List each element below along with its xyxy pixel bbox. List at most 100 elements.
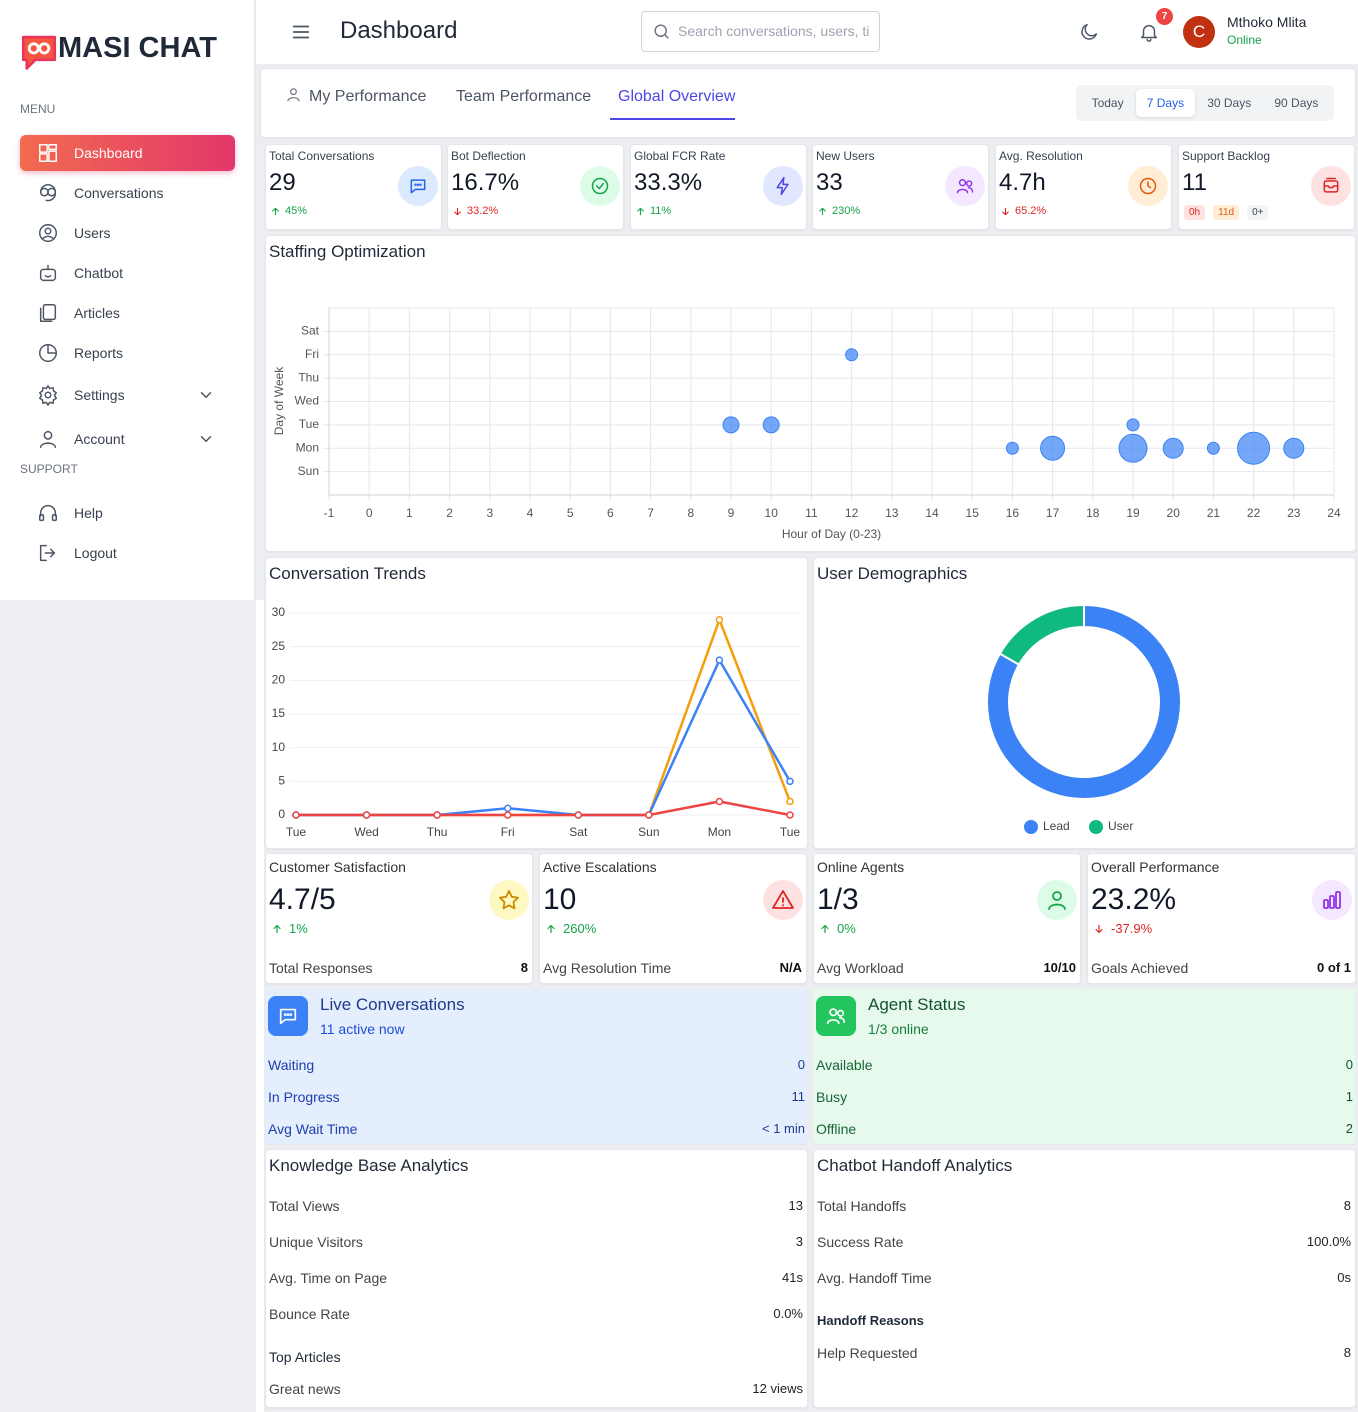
metric-footer-value: 0 of 1 [1317, 960, 1351, 975]
icon-shape [44, 391, 52, 399]
range-button[interactable]: 30 Days [1207, 96, 1252, 110]
brand-name: MASI CHAT [58, 32, 217, 64]
stat-label: Bounce Rate [269, 1306, 350, 1322]
menu-item[interactable]: Logout [20, 535, 235, 571]
range-button[interactable]: Today [1091, 96, 1124, 110]
panel-row-label: Available [816, 1057, 873, 1073]
kpi-change-value: 230% [832, 205, 861, 217]
metric-value: 23.2% [1091, 883, 1177, 916]
panel-row-value: 2 [1345, 1121, 1353, 1136]
icon-shape [1146, 38, 1152, 42]
icon-shape [410, 179, 426, 194]
icon-shape [48, 150, 57, 162]
icon [39, 344, 57, 362]
menu-item[interactable]: Reports [20, 335, 235, 371]
menu-item[interactable]: Dashboard [20, 135, 235, 171]
backlog-chip: 0+ [1247, 205, 1269, 220]
icon-shape [1139, 177, 1157, 195]
trends-card [265, 557, 808, 849]
icon [200, 392, 212, 398]
user-name: Mthoko Mlita [1227, 14, 1307, 30]
icon [200, 436, 212, 442]
kpi-change-value: 33.2% [467, 205, 499, 217]
menu-item-label: Dashboard [74, 145, 143, 161]
metric-change-value: 1% [289, 921, 308, 936]
range-button[interactable]: 7 Days [1135, 89, 1196, 117]
menu-item-label: Settings [74, 387, 125, 403]
icon-shape [595, 182, 605, 190]
kpi-change: 45% [270, 205, 307, 217]
icon [410, 179, 426, 194]
stat-value: 13 [788, 1198, 803, 1213]
icon-shape [43, 430, 53, 440]
chart-title: Conversation Trends [269, 564, 426, 583]
menu-item[interactable]: Conversations [20, 175, 235, 211]
icon-shape [454, 207, 461, 215]
menu-item[interactable]: Help [20, 495, 235, 531]
icon [499, 890, 519, 910]
panel-row-label: Busy [816, 1089, 848, 1105]
panel-row-value: 0 [797, 1057, 805, 1072]
icon-shape [1323, 177, 1339, 189]
icon [279, 1008, 297, 1025]
backlog-chip: 0h [1184, 205, 1206, 220]
metric-icon [763, 880, 803, 920]
range-button[interactable]: 90 Days [1274, 96, 1319, 110]
stat-value: 3 [795, 1234, 803, 1249]
icon [591, 177, 609, 195]
tab[interactable]: Global Overview [610, 86, 736, 120]
metric-footer-label: Total Responses [269, 960, 373, 976]
kpi-label: Total Conversations [269, 149, 375, 163]
icon-shape [591, 177, 609, 195]
icon [637, 207, 644, 215]
icon [39, 544, 56, 562]
metric-value: 4.7/5 [269, 883, 336, 916]
menu-item[interactable]: Settings [20, 377, 235, 413]
icon [287, 88, 300, 102]
icon-shape [51, 514, 57, 522]
menu-item-label: Reports [74, 345, 124, 361]
stat-label: Avg. Handoff Time [817, 1270, 932, 1286]
menu-item[interactable]: Chatbot [20, 255, 235, 291]
metric-change-value: 260% [563, 921, 597, 936]
metric-icon [1312, 880, 1352, 920]
search-box[interactable]: Search conversations, users, ti [641, 11, 880, 52]
kpi-value: 29 [269, 169, 296, 196]
reason-value: 8 [1343, 1345, 1351, 1360]
article-title: Great news [269, 1381, 341, 1397]
section-label: Handoff Reasons [817, 1313, 924, 1328]
tab[interactable]: My Performance [309, 88, 427, 105]
metric-footer-value: 10/10 [1043, 960, 1076, 975]
panel-row-label: Avg Wait Time [268, 1121, 358, 1137]
icon [273, 924, 281, 933]
icon [39, 505, 57, 522]
metric-footer-value: N/A [779, 960, 802, 975]
menu-item-label: Logout [74, 545, 117, 561]
kpi-icon [580, 166, 620, 206]
icon-shape [965, 180, 973, 187]
kpi-label: New Users [816, 149, 875, 163]
metric-footer-value: 8 [520, 960, 528, 975]
tab[interactable]: Team Performance [456, 88, 592, 105]
kpi-icon [945, 166, 985, 206]
menu-item[interactable]: Account [20, 421, 235, 457]
icon-shape [499, 890, 519, 910]
menu-item[interactable]: Articles [20, 295, 235, 331]
icon-shape [42, 304, 57, 321]
kpi-label: Avg. Resolution [999, 149, 1083, 163]
menu-item-label: Conversations [74, 185, 164, 201]
theme-toggle[interactable] [1078, 21, 1100, 43]
icon-shape [838, 1017, 846, 1024]
menu-item[interactable]: Users [20, 215, 235, 251]
icon [821, 924, 829, 933]
user-avatar[interactable]: C [1183, 16, 1215, 48]
menu-toggle[interactable] [290, 21, 312, 43]
metric-change: 0% [819, 921, 856, 936]
icon [39, 304, 57, 322]
icon-shape [39, 385, 57, 406]
kpi-change: 65.2% [1000, 205, 1046, 217]
icon [1081, 23, 1098, 40]
notifications[interactable] [1138, 21, 1160, 43]
icon-shape [821, 924, 829, 933]
